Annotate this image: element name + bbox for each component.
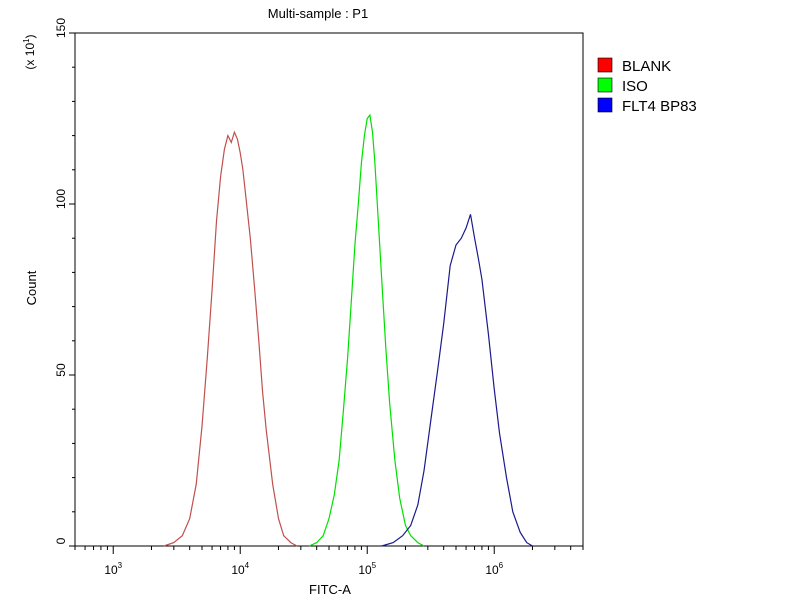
- legend-swatch: [597, 57, 613, 73]
- series-line-iso: [309, 113, 425, 547]
- y-multiplier-label: (x 101): [22, 34, 37, 69]
- y-tick-label: 150: [54, 18, 68, 38]
- y-tick-label: 50: [54, 363, 68, 377]
- x-axis: 103 104 105 106: [74, 546, 584, 577]
- plot-frame: [74, 32, 584, 547]
- y-tick-label: 0: [54, 537, 68, 544]
- series-layer: [163, 113, 533, 547]
- x-axis-label: FITC-A: [309, 582, 351, 597]
- series-line-blank: [163, 130, 298, 547]
- legend-swatch: [597, 77, 613, 93]
- chart-title: Multi-sample : P1: [268, 6, 368, 21]
- y-axis-label: Count: [24, 270, 39, 305]
- legend-label: FLT4 BP83: [622, 98, 697, 115]
- y-multiplier-close: ): [23, 34, 37, 38]
- x-tick-label: 104: [231, 561, 249, 577]
- y-multiplier-exp: 1: [22, 38, 31, 43]
- svg-text:(x 101): (x 101): [22, 34, 37, 69]
- y-multiplier-base: (x 10: [23, 43, 37, 70]
- legend-swatch: [597, 97, 613, 113]
- x-tick-label: 103: [104, 561, 122, 577]
- series-line-flt4-bp83: [381, 214, 533, 547]
- legend-label: ISO: [622, 78, 648, 95]
- x-tick-label: 106: [485, 561, 503, 577]
- y-axis: 0 50 100 150: [54, 18, 75, 547]
- legend: BLANK ISO FLT4 BP83: [597, 57, 697, 115]
- y-tick-label: 100: [54, 189, 68, 209]
- x-tick-label: 105: [358, 561, 376, 577]
- legend-label: BLANK: [622, 58, 671, 75]
